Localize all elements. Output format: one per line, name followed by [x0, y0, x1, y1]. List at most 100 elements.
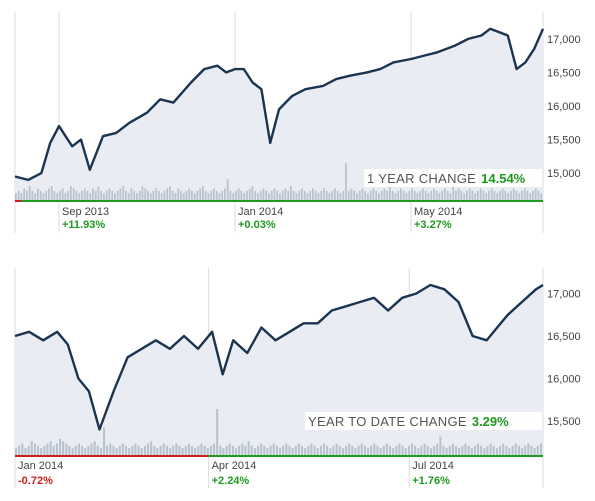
volume-bar	[424, 190, 427, 200]
volume-bar	[23, 188, 26, 200]
volume-bar	[313, 445, 316, 455]
volume-bar	[188, 188, 191, 200]
volume-bar	[323, 188, 325, 200]
volume-bar	[262, 188, 265, 200]
volume-bar	[15, 448, 18, 455]
volume-bar	[48, 188, 50, 200]
volume-bar	[204, 190, 207, 200]
volume-bar	[492, 445, 495, 455]
volume-bar	[298, 190, 301, 200]
volume-bar	[140, 448, 143, 455]
volume-bar	[429, 448, 432, 455]
volume-bar	[174, 193, 177, 200]
volume-bar	[229, 190, 232, 200]
volume-bar	[147, 190, 149, 200]
volume-bar	[342, 190, 345, 200]
volume-bar	[103, 427, 106, 455]
volume-bar	[185, 190, 188, 200]
volume-bar	[347, 190, 350, 200]
volume-bar	[30, 441, 33, 455]
volume-bar	[232, 193, 235, 200]
volume-bar	[378, 193, 380, 200]
volume-bar	[71, 448, 74, 455]
volume-bar	[288, 445, 291, 455]
period-change: +2.24%	[212, 475, 250, 487]
volume-bar	[254, 190, 257, 200]
volume-bar	[221, 190, 224, 200]
volume-bar	[367, 448, 370, 455]
volume-bar	[65, 443, 68, 455]
volume-bar	[446, 190, 449, 200]
volume-bar	[524, 445, 527, 455]
volume-bar	[68, 445, 71, 455]
volume-bar	[510, 190, 512, 200]
volume-bar	[420, 445, 423, 455]
volume-bar	[423, 443, 426, 455]
volume-bar	[75, 190, 78, 200]
volume-bar	[40, 448, 43, 455]
volume-bar	[26, 190, 28, 200]
volume-bar	[169, 186, 171, 200]
volume-bar	[441, 190, 444, 200]
volume-bar	[24, 448, 27, 455]
volume-bar	[297, 443, 300, 455]
volume-bar	[493, 190, 496, 200]
volume-bar	[521, 190, 523, 200]
volume-bar	[408, 190, 411, 200]
volume-bar	[301, 445, 304, 455]
volume-bar	[474, 193, 477, 200]
volume-bar	[94, 190, 97, 200]
volume-bar	[78, 193, 81, 200]
volume-bar	[364, 190, 367, 200]
volume-bar	[389, 186, 391, 200]
volume-bar	[306, 193, 309, 200]
volume-bar	[197, 445, 200, 455]
volume-bar	[112, 445, 115, 455]
x-tick-label: May 2014	[414, 206, 462, 218]
volume-bar	[55, 443, 58, 455]
volume-bar	[464, 443, 467, 455]
volume-bar	[480, 445, 483, 455]
volume-bar	[532, 190, 534, 200]
volume-bar	[175, 443, 178, 455]
volume-bar	[163, 190, 166, 200]
period-change: +3.27%	[414, 219, 452, 231]
volume-bar	[392, 448, 395, 455]
volume-bar	[395, 445, 398, 455]
volume-bar	[20, 193, 23, 200]
volume-bar	[273, 188, 276, 200]
y-tick-label: 15,500	[547, 135, 581, 147]
volume-bar	[156, 448, 159, 455]
volume-bar	[477, 190, 479, 200]
volume-bar	[150, 441, 153, 455]
volume-bar	[199, 188, 202, 200]
volume-bar	[216, 409, 219, 455]
volume-bar	[269, 445, 272, 455]
volume-bar	[436, 443, 439, 455]
volume-bar	[247, 441, 250, 455]
volume-bar	[515, 190, 518, 200]
volume-bar	[52, 445, 55, 455]
volume-bar	[228, 443, 231, 455]
volume-bar	[138, 190, 141, 200]
volume-bar	[285, 443, 288, 455]
volume-bar	[202, 186, 204, 200]
volume-bar	[248, 188, 251, 200]
volume-bar	[466, 190, 468, 200]
volume-bar	[109, 443, 112, 455]
volume-bar	[93, 441, 96, 455]
volume-bar	[171, 190, 174, 200]
volume-bar	[419, 190, 422, 200]
volume-bar	[272, 443, 275, 455]
x-tick-label: Jan 2014	[18, 460, 63, 472]
volume-bar	[160, 193, 163, 200]
volume-bar	[312, 188, 314, 200]
volume-bar	[136, 193, 138, 200]
volume-bar	[99, 448, 102, 455]
volume-bar	[159, 445, 162, 455]
volume-bar	[84, 448, 87, 455]
volume-bar	[442, 445, 445, 455]
volume-bar	[310, 443, 313, 455]
volume-bar	[477, 443, 480, 455]
